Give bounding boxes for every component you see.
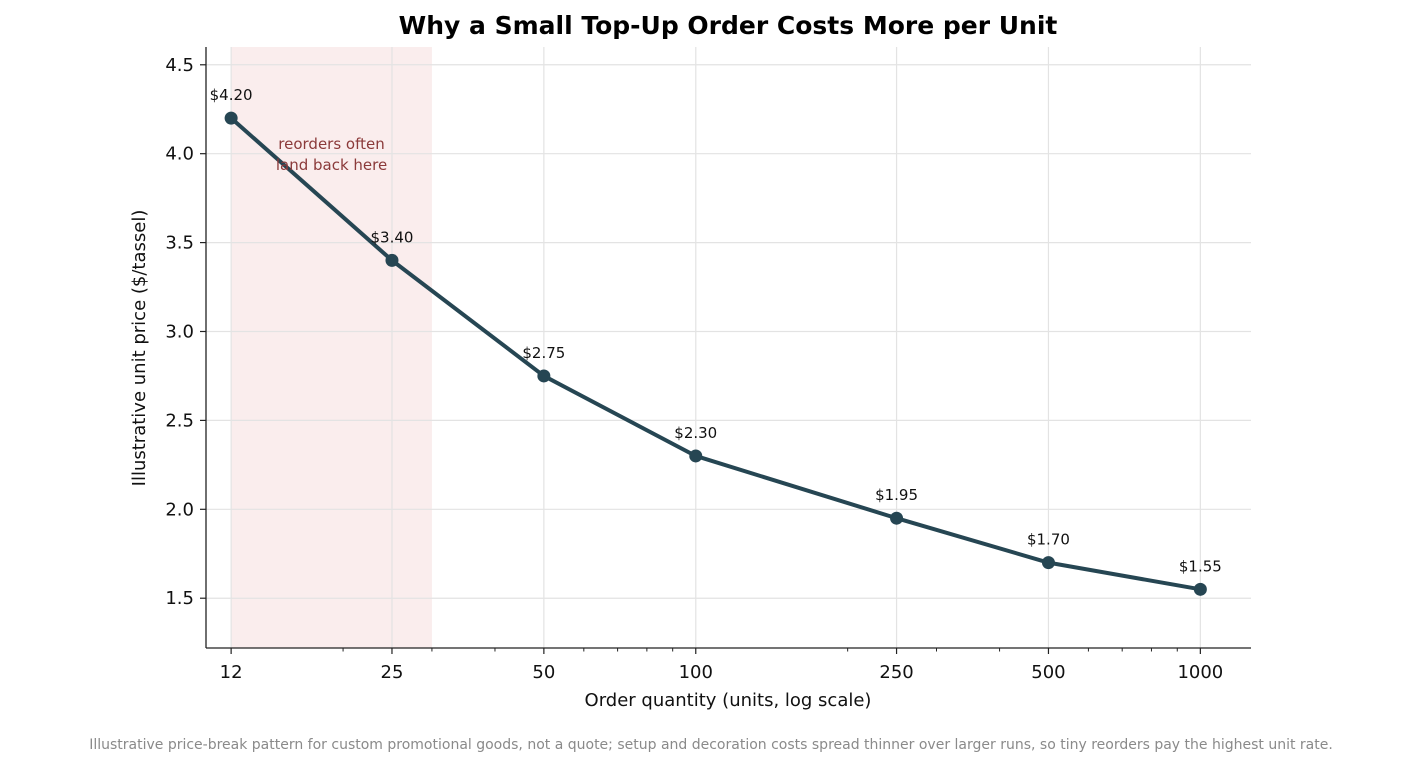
band-annotation-line: land back here [276,156,387,174]
data-point [537,369,551,383]
data-point [385,253,399,267]
data-point [890,511,904,525]
data-point [1041,556,1055,570]
data-label: $4.20 [210,86,253,104]
data-label: $2.75 [522,344,565,362]
data-point [224,111,238,125]
x-axis-label: Order quantity (units, log scale) [585,690,872,711]
data-label: $1.70 [1027,531,1070,549]
x-tick-label: 100 [679,662,713,683]
y-tick-label: 2.5 [165,410,194,431]
data-label: $3.40 [370,228,413,246]
data-point [1193,582,1207,596]
labels-layer: $4.20 $3.40 $2.75 $2.30 $1.95 $1.70 $1.55 reord… [210,86,1222,575]
data-point [689,449,703,463]
band-annotation-line: reorders often [278,135,384,153]
y-tick-label: 2.0 [165,499,194,520]
data-label: $2.30 [674,424,717,442]
chart-caption: Illustrative price-break pattern for cus… [89,737,1333,753]
data-label: $1.95 [875,486,918,504]
grid-layer [206,47,1251,648]
data-label: $1.55 [1179,557,1222,575]
y-axis-label: Illustrative unit price ($/tassel) [129,210,150,487]
x-tick-label: 1000 [1177,662,1223,683]
y-tick-label: 3.5 [165,233,194,254]
axes-layer: 1.5 2.0 2.5 3.0 3.5 4.0 4.5 12 25 50 100 250 500 1000 [165,47,1251,683]
chart-title: Why a Small Top-Up Order Costs More per … [399,11,1058,40]
y-tick-label: 4.0 [165,144,194,165]
y-tick-label: 3.0 [165,321,194,342]
x-tick-label: 50 [532,662,555,683]
x-tick-label: 500 [1031,662,1065,683]
series-layer [224,111,1207,596]
x-tick-label: 12 [220,662,243,683]
x-tick-label: 250 [879,662,913,683]
y-tick-label: 1.5 [165,588,194,609]
y-tick-label: 4.5 [165,55,194,76]
x-tick-label: 25 [381,662,404,683]
